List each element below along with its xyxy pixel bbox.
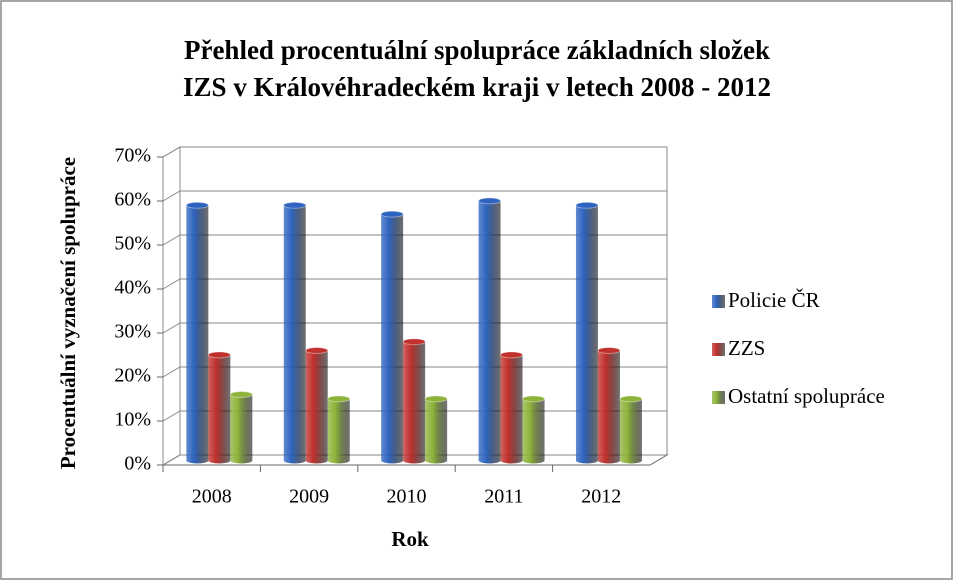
bar	[185, 201, 209, 464]
grid-line	[162, 322, 667, 334]
bar	[380, 210, 404, 464]
legend-label: Policie ČR	[728, 288, 820, 312]
legend-label: Ostatní spolupráce	[728, 384, 885, 408]
legend-label: ZZS	[728, 336, 765, 360]
x-axis-title: Rok	[391, 527, 429, 551]
bar	[478, 197, 502, 464]
grid-line	[162, 146, 667, 158]
x-tick-label: 2008	[192, 486, 232, 508]
x-tick-label: 2011	[484, 486, 523, 508]
grid-line	[162, 234, 667, 246]
bar	[500, 351, 524, 464]
bar	[522, 395, 546, 464]
legend-swatch	[712, 391, 725, 404]
y-tick-label: 10%	[114, 409, 151, 431]
grid-line	[162, 278, 667, 290]
bar	[207, 351, 231, 464]
bar	[402, 338, 426, 464]
y-tick-label: 0%	[124, 453, 151, 475]
y-tick-label: 50%	[114, 233, 151, 255]
bar	[619, 395, 643, 464]
bar	[597, 347, 621, 464]
chart-title: Přehled procentuální spolupráce základní…	[184, 35, 770, 65]
bar	[424, 395, 448, 464]
bar	[305, 347, 329, 464]
y-tick-label: 40%	[114, 277, 151, 299]
bar	[283, 201, 307, 464]
y-tick-label: 70%	[114, 145, 151, 167]
y-tick-label: 20%	[114, 365, 151, 387]
y-axis-title: Procentuální vyznačení spolupráce	[56, 157, 80, 469]
x-tick-label: 2010	[387, 486, 427, 508]
chart-title: IZS v Královéhradeckém kraji v letech 20…	[183, 72, 771, 102]
x-tick-label: 2012	[581, 486, 621, 508]
legend-swatch	[712, 295, 725, 308]
bar	[575, 201, 599, 464]
grid-line	[162, 190, 667, 202]
legend-swatch	[712, 343, 725, 356]
x-tick-label: 2009	[289, 486, 329, 508]
bar	[327, 395, 351, 464]
y-tick-label: 60%	[114, 189, 151, 211]
y-tick-label: 30%	[114, 321, 151, 343]
bar	[229, 391, 253, 464]
